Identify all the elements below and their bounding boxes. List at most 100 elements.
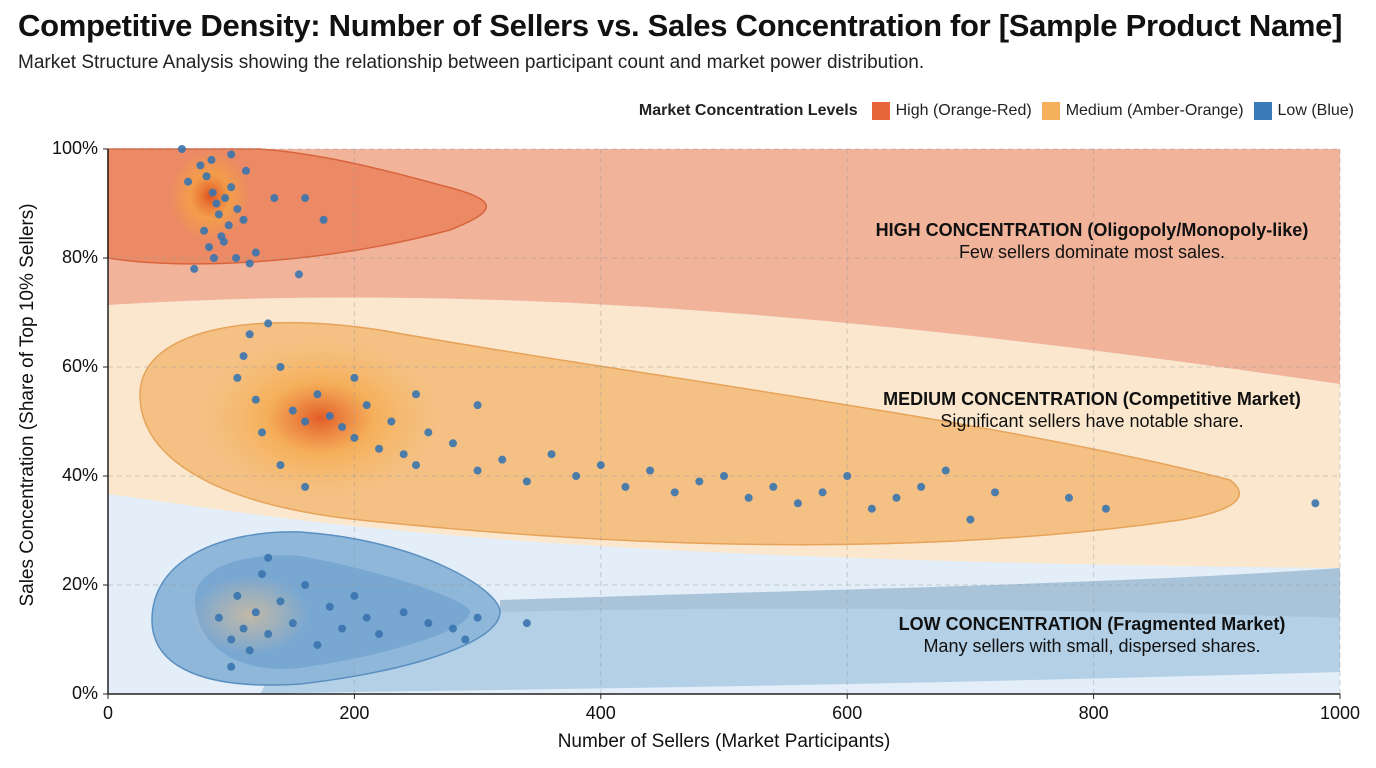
y-tick-label: 40% bbox=[62, 465, 98, 485]
point bbox=[233, 204, 242, 213]
point bbox=[338, 422, 347, 431]
y-axis-label: Sales Concentration (Share of Top 10% Se… bbox=[17, 203, 38, 606]
point bbox=[251, 395, 260, 404]
point bbox=[350, 591, 359, 600]
point bbox=[232, 254, 241, 262]
points bbox=[177, 145, 1320, 671]
point bbox=[245, 330, 254, 339]
point bbox=[288, 406, 297, 415]
point bbox=[251, 248, 260, 257]
point bbox=[325, 602, 334, 611]
x-axis-label: Number of Sellers (Market Participants) bbox=[558, 731, 891, 752]
point bbox=[695, 477, 704, 486]
point bbox=[212, 199, 221, 208]
point bbox=[301, 482, 310, 491]
point bbox=[301, 194, 310, 203]
legend-swatch bbox=[1253, 102, 1272, 120]
point bbox=[205, 243, 214, 252]
x-tick-label: 1000 bbox=[1320, 703, 1360, 723]
x-tick-label: 600 bbox=[832, 703, 862, 723]
point bbox=[818, 488, 827, 497]
point bbox=[991, 488, 1000, 497]
point bbox=[288, 619, 297, 628]
point bbox=[251, 608, 260, 617]
point bbox=[214, 613, 223, 622]
legend-label: Low (Blue) bbox=[1277, 102, 1354, 119]
density-glow bbox=[200, 338, 440, 498]
point bbox=[1101, 504, 1110, 513]
point bbox=[270, 194, 279, 203]
annotation-title: HIGH CONCENTRATION (Oligopoly/Monopoly-l… bbox=[876, 220, 1309, 240]
point bbox=[239, 215, 248, 224]
point bbox=[387, 417, 396, 426]
point bbox=[245, 259, 254, 268]
point bbox=[399, 608, 408, 617]
point bbox=[301, 417, 310, 426]
point bbox=[412, 390, 420, 399]
point bbox=[202, 172, 211, 181]
point bbox=[207, 155, 216, 164]
y-tick-label: 60% bbox=[62, 356, 98, 376]
point bbox=[461, 635, 470, 644]
point bbox=[245, 646, 254, 655]
point bbox=[313, 390, 322, 399]
point bbox=[325, 412, 334, 421]
chart-subtitle: Market Structure Analysis showing the re… bbox=[18, 52, 925, 73]
point bbox=[473, 466, 482, 475]
point bbox=[473, 401, 482, 410]
point bbox=[350, 433, 359, 442]
point bbox=[843, 472, 852, 480]
x-tick-label: 400 bbox=[586, 703, 616, 723]
x-tick-label: 200 bbox=[339, 703, 369, 723]
annotations: HIGH CONCENTRATION (Oligopoly/Monopoly-l… bbox=[876, 220, 1309, 656]
y-tick-label: 100% bbox=[52, 138, 98, 158]
point bbox=[258, 570, 266, 579]
point bbox=[892, 493, 901, 502]
point bbox=[221, 194, 230, 203]
point bbox=[258, 428, 266, 437]
point bbox=[867, 504, 876, 513]
x-tick-label: 800 bbox=[1079, 703, 1109, 723]
point bbox=[646, 466, 655, 475]
point bbox=[227, 183, 236, 192]
point bbox=[670, 488, 679, 497]
point bbox=[177, 145, 186, 153]
point bbox=[313, 640, 322, 649]
point bbox=[1064, 493, 1073, 502]
y-tick-label: 80% bbox=[62, 247, 98, 267]
point bbox=[596, 461, 605, 470]
point bbox=[522, 477, 531, 486]
point bbox=[241, 166, 250, 175]
point bbox=[448, 439, 457, 448]
point bbox=[941, 466, 950, 475]
point bbox=[184, 177, 193, 186]
y-tick-label: 0% bbox=[72, 683, 98, 703]
point bbox=[522, 619, 531, 628]
point bbox=[239, 352, 248, 361]
point bbox=[350, 373, 359, 382]
legend-title: Market Concentration Levels bbox=[638, 102, 858, 119]
point bbox=[214, 210, 223, 219]
density-glow bbox=[190, 575, 310, 655]
point bbox=[219, 237, 228, 246]
point bbox=[375, 630, 384, 639]
point bbox=[227, 150, 236, 159]
point bbox=[227, 635, 236, 644]
point bbox=[399, 450, 408, 459]
point bbox=[362, 613, 371, 622]
point bbox=[227, 662, 236, 671]
point bbox=[412, 461, 420, 470]
point bbox=[424, 619, 433, 628]
legend-swatch bbox=[1041, 102, 1060, 120]
point bbox=[239, 624, 248, 633]
point bbox=[498, 455, 507, 464]
point bbox=[424, 428, 433, 437]
point bbox=[319, 215, 328, 224]
point bbox=[276, 363, 285, 371]
point bbox=[276, 597, 285, 606]
point bbox=[744, 493, 753, 502]
point bbox=[621, 482, 630, 491]
legend-label: Medium (Amber-Orange) bbox=[1065, 102, 1244, 119]
